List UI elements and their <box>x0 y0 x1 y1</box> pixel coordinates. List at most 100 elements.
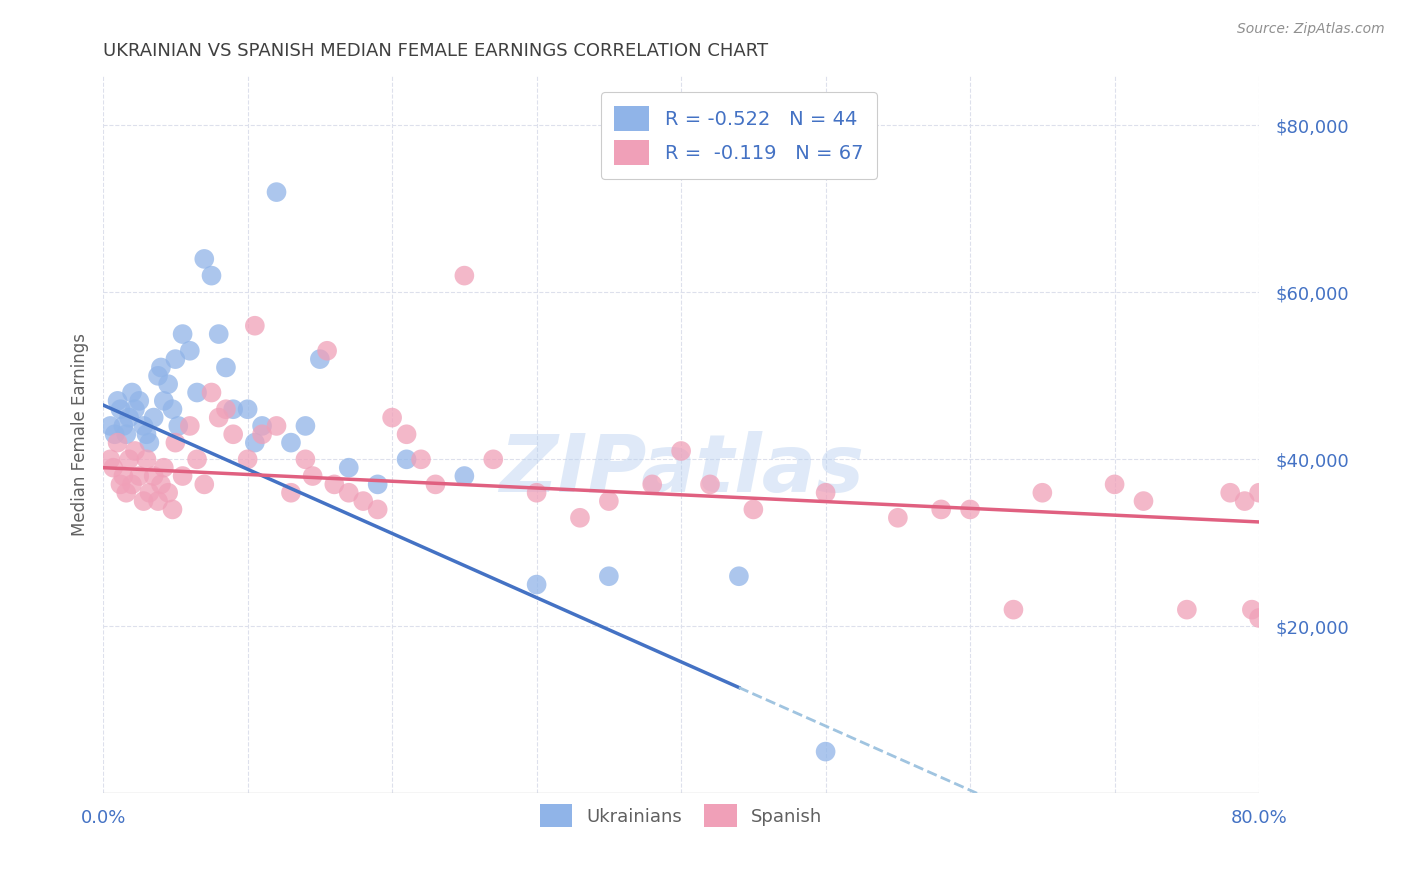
Point <box>149 477 172 491</box>
Point <box>110 477 132 491</box>
Point <box>208 327 231 342</box>
Point <box>1249 611 1271 625</box>
Point <box>135 452 157 467</box>
Point <box>124 444 146 458</box>
Point <box>1175 602 1198 616</box>
Point <box>104 427 127 442</box>
Point <box>337 485 360 500</box>
Point <box>453 469 475 483</box>
Point <box>121 385 143 400</box>
Point <box>115 427 138 442</box>
Point <box>118 410 141 425</box>
Point <box>294 452 316 467</box>
Point <box>98 418 121 433</box>
Point <box>598 494 620 508</box>
Point <box>157 485 180 500</box>
Point <box>929 502 952 516</box>
Point <box>153 460 176 475</box>
Point <box>280 435 302 450</box>
Point <box>598 569 620 583</box>
Legend: Ukrainians, Spanish: Ukrainians, Spanish <box>533 797 830 835</box>
Point <box>453 268 475 283</box>
Point <box>1233 494 1256 508</box>
Point <box>157 377 180 392</box>
Point <box>742 502 765 516</box>
Point <box>118 452 141 467</box>
Point <box>959 502 981 516</box>
Point <box>132 418 155 433</box>
Point <box>162 502 184 516</box>
Text: Source: ZipAtlas.com: Source: ZipAtlas.com <box>1237 22 1385 37</box>
Point <box>193 252 215 266</box>
Point <box>669 444 692 458</box>
Point <box>135 427 157 442</box>
Point <box>243 318 266 333</box>
Point <box>367 502 389 516</box>
Point <box>381 410 404 425</box>
Point <box>250 418 273 433</box>
Point <box>172 469 194 483</box>
Point <box>179 418 201 433</box>
Point <box>193 477 215 491</box>
Point <box>142 410 165 425</box>
Point <box>814 485 837 500</box>
Point <box>699 477 721 491</box>
Point <box>208 410 231 425</box>
Point <box>215 402 238 417</box>
Point <box>301 469 323 483</box>
Point <box>138 485 160 500</box>
Point <box>179 343 201 358</box>
Point <box>236 452 259 467</box>
Point <box>200 268 222 283</box>
Point <box>1002 602 1025 616</box>
Point <box>107 393 129 408</box>
Point <box>142 469 165 483</box>
Point <box>128 469 150 483</box>
Y-axis label: Median Female Earnings: Median Female Earnings <box>72 333 89 536</box>
Point <box>138 435 160 450</box>
Point <box>107 435 129 450</box>
Point <box>146 494 169 508</box>
Point <box>146 368 169 383</box>
Point <box>1104 477 1126 491</box>
Point <box>887 510 910 524</box>
Point <box>425 477 447 491</box>
Point <box>294 418 316 433</box>
Point <box>1031 485 1053 500</box>
Point <box>352 494 374 508</box>
Point <box>162 402 184 417</box>
Point <box>814 745 837 759</box>
Point <box>266 185 288 199</box>
Point <box>110 402 132 417</box>
Point <box>266 418 288 433</box>
Point <box>165 352 187 367</box>
Point <box>409 452 432 467</box>
Point <box>186 385 208 400</box>
Point <box>222 402 245 417</box>
Point <box>243 435 266 450</box>
Point <box>215 360 238 375</box>
Point <box>367 477 389 491</box>
Point <box>280 485 302 500</box>
Point <box>568 510 591 524</box>
Point <box>153 393 176 408</box>
Text: UKRAINIAN VS SPANISH MEDIAN FEMALE EARNINGS CORRELATION CHART: UKRAINIAN VS SPANISH MEDIAN FEMALE EARNI… <box>103 42 768 60</box>
Point <box>1240 602 1263 616</box>
Point <box>395 452 418 467</box>
Point <box>98 452 121 467</box>
Point <box>186 452 208 467</box>
Point <box>526 485 548 500</box>
Point <box>222 427 245 442</box>
Point <box>728 569 751 583</box>
Point <box>132 494 155 508</box>
Point <box>149 360 172 375</box>
Point <box>323 477 346 491</box>
Point <box>482 452 505 467</box>
Point <box>395 427 418 442</box>
Point <box>316 343 339 358</box>
Point <box>1132 494 1154 508</box>
Point <box>167 418 190 433</box>
Point <box>309 352 332 367</box>
Point <box>1249 485 1271 500</box>
Point <box>121 477 143 491</box>
